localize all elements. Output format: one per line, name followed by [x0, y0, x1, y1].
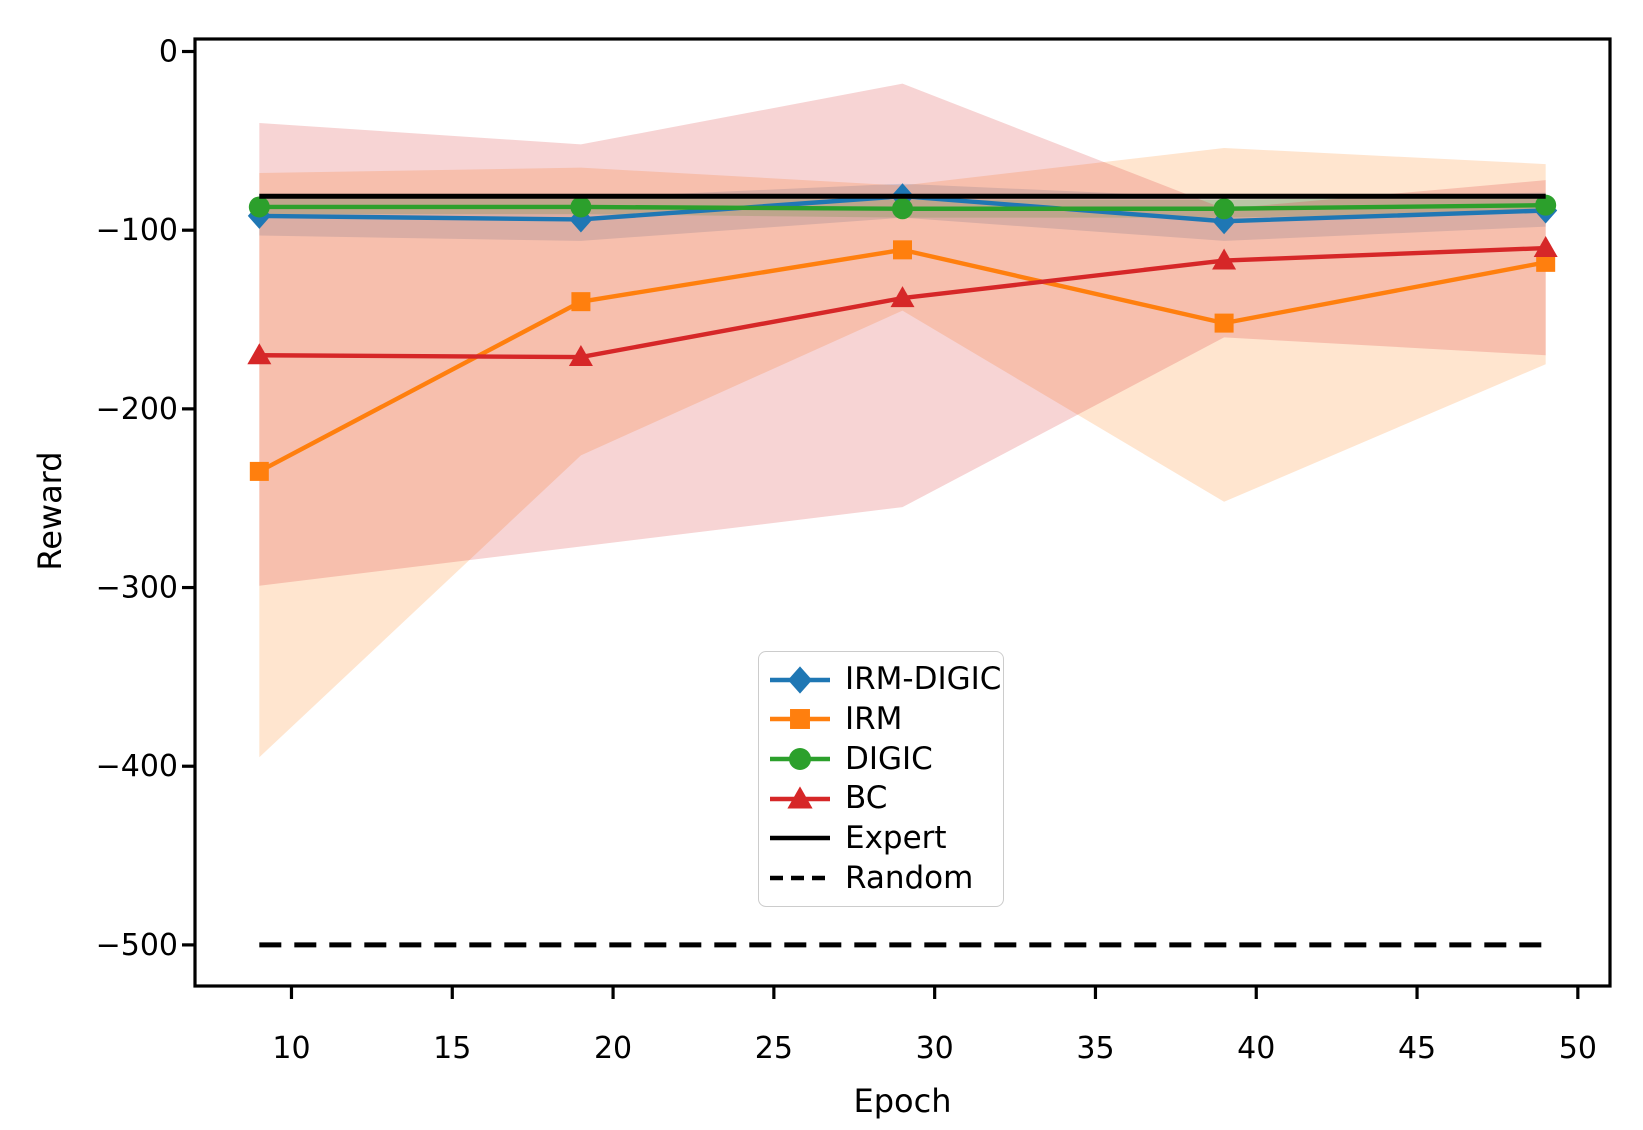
x-tick-label: 20: [594, 1031, 632, 1066]
x-tick-label: 15: [433, 1031, 471, 1066]
y-tick-label: −500: [96, 928, 178, 963]
x-tick-label: 10: [272, 1031, 310, 1066]
x-tick-label: 40: [1237, 1031, 1275, 1066]
legend-marker-sample: [787, 786, 813, 809]
y-tick-label: −400: [96, 749, 178, 784]
series-marker-irm: [249, 461, 269, 481]
legend-marker-sample: [788, 748, 812, 771]
legend-label: DIGIC: [845, 740, 933, 777]
legend-sample-irm: [769, 705, 831, 733]
series-marker-bc: [247, 343, 272, 365]
legend: IRM-DIGIC IRM DIGIC BC Expert Random: [758, 651, 1004, 907]
series-marker-irm: [571, 292, 591, 312]
legend-entry-bc: BC: [769, 780, 993, 818]
legend-marker-sample: [790, 709, 810, 730]
series-marker-irm: [893, 240, 912, 260]
x-tick-label: 25: [755, 1031, 793, 1066]
legend-sample-expert: [769, 824, 831, 852]
series-marker-digic: [1213, 198, 1235, 220]
legend-sample-digic: [769, 745, 831, 773]
y-tick-label: −100: [96, 213, 178, 248]
x-axis-label: Epoch: [853, 1082, 952, 1120]
y-tick-label: 0: [159, 35, 178, 70]
y-tick-label: −300: [96, 571, 178, 606]
legend-entry-random: Random: [769, 859, 993, 897]
legend-label: IRM-DIGIC: [845, 661, 1002, 698]
legend-sample-random: [769, 864, 831, 892]
legend-sample-bc: [769, 785, 831, 813]
legend-entry-digic: DIGIC: [769, 740, 993, 778]
series-marker-digic: [1535, 194, 1557, 216]
series-marker-digic: [570, 196, 592, 218]
legend-entry-irm-digic: IRM-DIGIC: [769, 661, 1001, 699]
series-marker-irm: [1214, 313, 1234, 333]
x-tick-label: 50: [1559, 1031, 1597, 1066]
x-tick-label: 30: [916, 1031, 954, 1066]
series-marker-digic: [248, 196, 270, 218]
legend-marker-sample: [787, 666, 813, 694]
series-marker-bc: [1212, 248, 1237, 270]
legend-label: Random: [845, 859, 974, 896]
legend-label: Expert: [845, 819, 947, 856]
series-marker-bc: [1533, 236, 1558, 258]
legend-entry-irm: IRM: [769, 700, 993, 738]
legend-sample-irm-digic: [769, 666, 831, 694]
y-axis-label: Reward: [31, 451, 69, 571]
series-marker-irm: [1536, 252, 1556, 272]
legend-label: BC: [845, 780, 888, 817]
legend-label: IRM: [845, 700, 903, 737]
series-marker-bc: [890, 286, 915, 308]
series-marker-digic: [892, 198, 913, 220]
x-tick-label: 35: [1076, 1031, 1114, 1066]
legend-entry-expert: Expert: [769, 819, 993, 857]
plot-border: [193, 37, 1612, 988]
y-tick-label: −200: [96, 392, 178, 427]
series-marker-bc: [568, 345, 593, 367]
x-tick-label: 45: [1398, 1031, 1436, 1066]
